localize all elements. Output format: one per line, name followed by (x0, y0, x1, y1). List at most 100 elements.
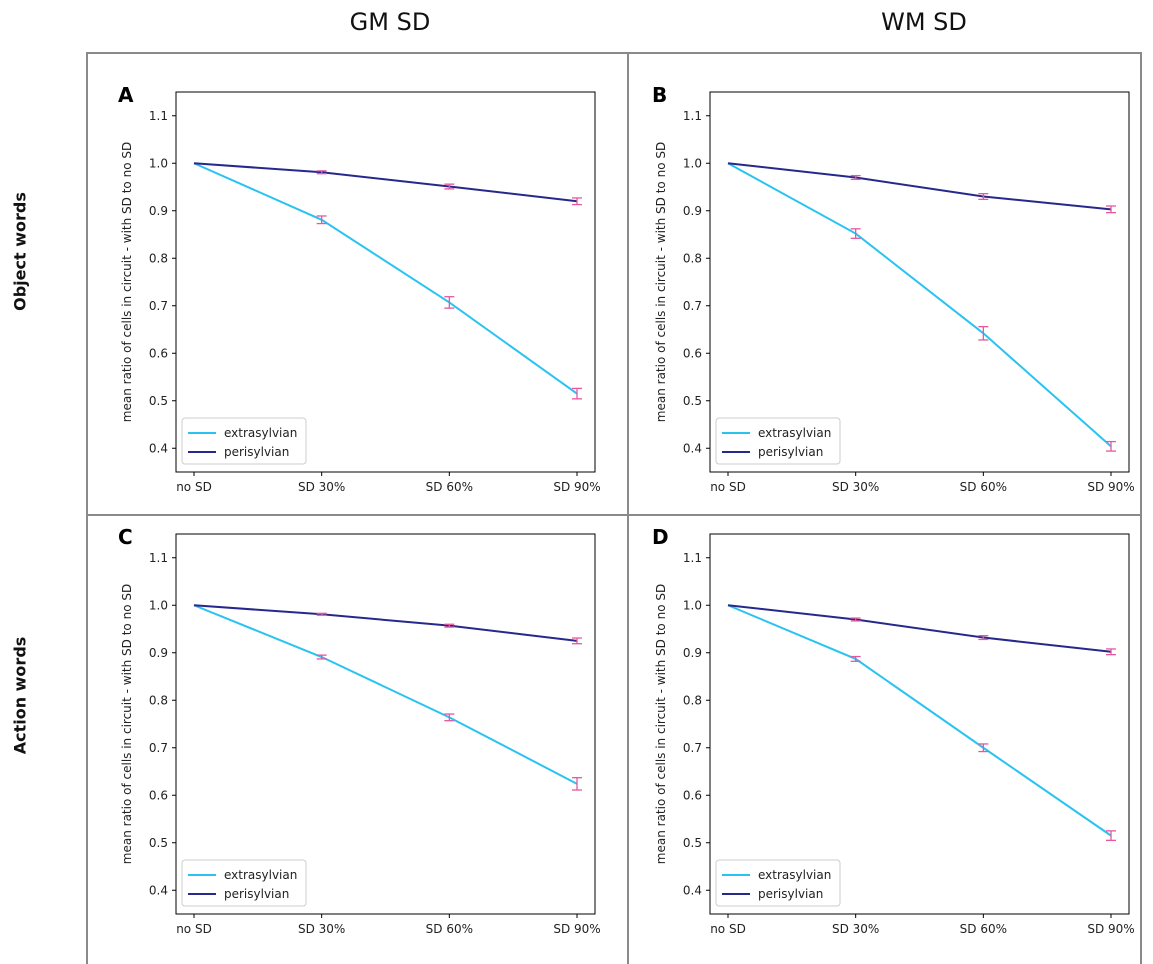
error-bar-perisylvian (850, 174, 861, 181)
y-tick-label: 0.9 (683, 204, 702, 218)
chart-panel-d: D 0.4 0.5 0.6 0.7 0.8 0.9 1.0 1.1 no SD SD 30% SD 6… (652, 525, 1135, 936)
series-line-perisylvian (193, 162, 578, 203)
series-line-perisylvian (193, 604, 578, 642)
y-tick-label: 0.4 (149, 883, 168, 897)
y-tick-label: 0.7 (149, 299, 168, 313)
legend-label-perisylvian: perisylvian (758, 445, 823, 459)
error-bar-extrasylvian (1106, 440, 1116, 452)
error-bar-perisylvian (444, 183, 455, 190)
x-tick-label: SD 90% (1087, 480, 1134, 494)
panel-letter: C (118, 525, 133, 549)
chart-panel-b: B 0.4 0.5 0.6 0.7 0.8 0.9 1.0 1.1 no SD SD 30% SD 6… (652, 83, 1135, 494)
error-bar-perisylvian (1106, 205, 1116, 214)
error-bar-extrasylvian (316, 654, 327, 660)
series-line-perisylvian (727, 604, 1112, 653)
x-tick-label: SD 60% (960, 480, 1007, 494)
legend: extrasylvian perisylvian (181, 417, 307, 465)
error-bar-extrasylvian (850, 228, 861, 239)
x-tick-label: SD 90% (553, 922, 600, 936)
error-bar-extrasylvian (444, 296, 455, 309)
grid-divider-horizontal (86, 514, 1142, 516)
plot-area-frame (709, 533, 1130, 915)
x-tick-label: SD 30% (298, 480, 345, 494)
x-tick-label: SD 60% (426, 922, 473, 936)
series-line-extrasylvian (727, 604, 1112, 837)
y-tick-label: 1.1 (683, 109, 702, 123)
grid-divider-vertical (627, 52, 629, 964)
chart-panel-a: A 0.4 0.5 0.6 0.7 0.8 0.9 1.0 1.1 no SD SD 30% SD 6… (118, 83, 601, 494)
y-tick-label: 0.7 (149, 741, 168, 755)
y-tick-label: 0.6 (683, 346, 702, 360)
y-axis-label: mean ratio of cells in circuit - with SD… (654, 584, 668, 864)
column-title-wm: WM SD (881, 8, 967, 36)
y-tick-label: 0.8 (149, 693, 168, 707)
y-axis-label: mean ratio of cells in circuit - with SD… (654, 142, 668, 422)
x-tick-label: no SD (176, 480, 212, 494)
series-line-perisylvian (727, 162, 1112, 211)
y-tick-label: 1.0 (683, 598, 702, 612)
x-tick-label: SD 60% (960, 922, 1007, 936)
legend-label-perisylvian: perisylvian (224, 445, 289, 459)
y-tick-label: 0.9 (683, 646, 702, 660)
plot-area-frame (175, 91, 596, 473)
y-tick-label: 0.4 (683, 441, 702, 455)
x-tick-label: SD 30% (832, 922, 879, 936)
error-bar-extrasylvian (444, 713, 455, 722)
error-bar-perisylvian (444, 623, 455, 628)
error-bar-perisylvian (978, 192, 989, 201)
series-line-extrasylvian (193, 162, 578, 395)
y-tick-label: 0.6 (683, 788, 702, 802)
y-tick-label: 1.0 (149, 598, 168, 612)
error-bar-perisylvian (316, 612, 327, 616)
x-tick-label: SD 30% (298, 922, 345, 936)
legend: extrasylvian perisylvian (715, 859, 841, 907)
chart-panel-c: C 0.4 0.5 0.6 0.7 0.8 0.9 1.0 1.1 no SD SD 30% SD 6… (118, 525, 601, 936)
row-title-action-words: Action words (10, 636, 30, 755)
y-tick-label: 0.7 (683, 299, 702, 313)
y-tick-label: 0.7 (683, 741, 702, 755)
column-title-gm: GM SD (349, 8, 431, 36)
panel-grid-frame (86, 52, 1142, 964)
y-tick-label: 0.5 (683, 836, 702, 850)
legend-label-perisylvian: perisylvian (224, 887, 289, 901)
x-tick-label: no SD (710, 922, 746, 936)
error-bar-extrasylvian (978, 325, 989, 341)
x-tick-label: SD 60% (426, 480, 473, 494)
legend-label-extrasylvian: extrasylvian (224, 426, 297, 440)
x-tick-label: SD 90% (553, 480, 600, 494)
y-tick-label: 0.8 (683, 693, 702, 707)
legend-label-extrasylvian: extrasylvian (758, 426, 831, 440)
error-bar-extrasylvian (572, 387, 582, 400)
x-tick-label: SD 90% (1087, 922, 1134, 936)
panel-letter: B (652, 83, 667, 107)
error-bar-perisylvian (572, 197, 582, 206)
error-bar-extrasylvian (572, 777, 582, 791)
y-tick-label: 0.8 (149, 251, 168, 265)
error-bar-extrasylvian (850, 655, 861, 662)
error-bar-extrasylvian (316, 215, 327, 225)
row-title-object-words: Object words (10, 192, 30, 311)
y-tick-label: 0.5 (683, 394, 702, 408)
series-line-extrasylvian (193, 604, 578, 785)
legend: extrasylvian perisylvian (181, 859, 307, 907)
error-bar-perisylvian (572, 637, 582, 645)
panel-letter: A (118, 83, 134, 107)
y-axis-label: mean ratio of cells in circuit - with SD… (120, 584, 134, 864)
y-axis-label: mean ratio of cells in circuit - with SD… (120, 142, 134, 422)
y-tick-label: 1.1 (149, 109, 168, 123)
legend-label-extrasylvian: extrasylvian (224, 868, 297, 882)
error-bar-perisylvian (316, 170, 327, 175)
y-tick-label: 0.8 (683, 251, 702, 265)
y-tick-label: 0.4 (149, 441, 168, 455)
plot-area-frame (709, 91, 1130, 473)
error-bar-perisylvian (850, 617, 861, 622)
y-tick-label: 0.6 (149, 788, 168, 802)
y-tick-label: 0.5 (149, 394, 168, 408)
y-tick-label: 0.9 (149, 646, 168, 660)
panel-letter: D (652, 525, 669, 549)
y-tick-label: 0.4 (683, 883, 702, 897)
y-tick-label: 0.5 (149, 836, 168, 850)
y-tick-label: 1.0 (683, 156, 702, 170)
x-tick-label: SD 30% (832, 480, 879, 494)
legend-label-perisylvian: perisylvian (758, 887, 823, 901)
